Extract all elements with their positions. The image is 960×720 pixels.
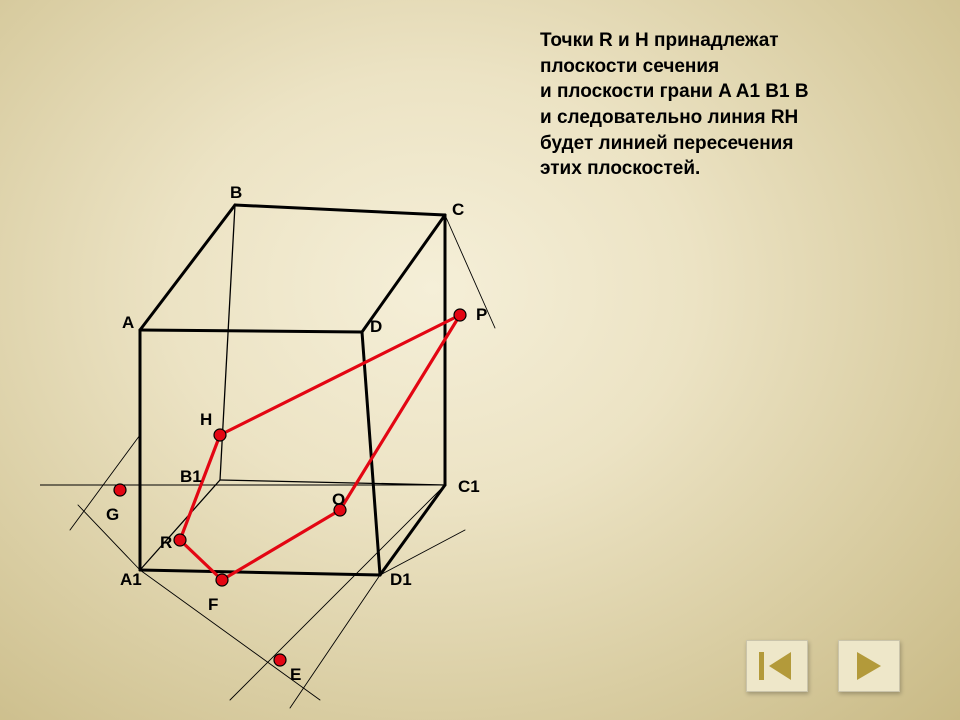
svg-text:R: R [160,533,172,552]
svg-text:P: P [476,305,487,324]
nav-controls [746,640,900,692]
desc-line-5: будет линией пересечения [540,133,793,154]
svg-text:O: O [332,490,345,509]
desc-line-3: и плоскости грани A A1 B1 B [540,81,809,102]
svg-text:A1: A1 [120,570,142,589]
svg-text:D1: D1 [390,570,412,589]
desc-line-1: Точки R и H принадлежат [540,30,779,51]
svg-text:B1: B1 [180,467,202,486]
svg-text:C: C [452,200,464,219]
description-text: Точки R и H принадлежат плоскости сечени… [540,28,930,182]
prev-button[interactable] [746,640,808,692]
svg-text:E: E [290,665,301,684]
next-button[interactable] [838,640,900,692]
svg-text:A: A [122,313,134,332]
svg-text:F: F [208,595,218,614]
next-icon [849,648,889,684]
svg-text:B: B [230,183,242,202]
svg-text:D: D [370,317,382,336]
desc-line-4: и следовательно линия RH [540,107,798,128]
svg-text:G: G [106,505,119,524]
desc-line-6: этих плоскостей. [540,158,700,179]
prev-icon [757,648,797,684]
svg-text:H: H [200,410,212,429]
slide: Точки R и H принадлежат плоскости сечени… [0,0,960,720]
cube-diagram: A B C D A1 B1 C1 D1 P H R F O G E [40,160,560,720]
svg-text:C1: C1 [458,477,480,496]
desc-line-2: плоскости сечения [540,56,719,77]
